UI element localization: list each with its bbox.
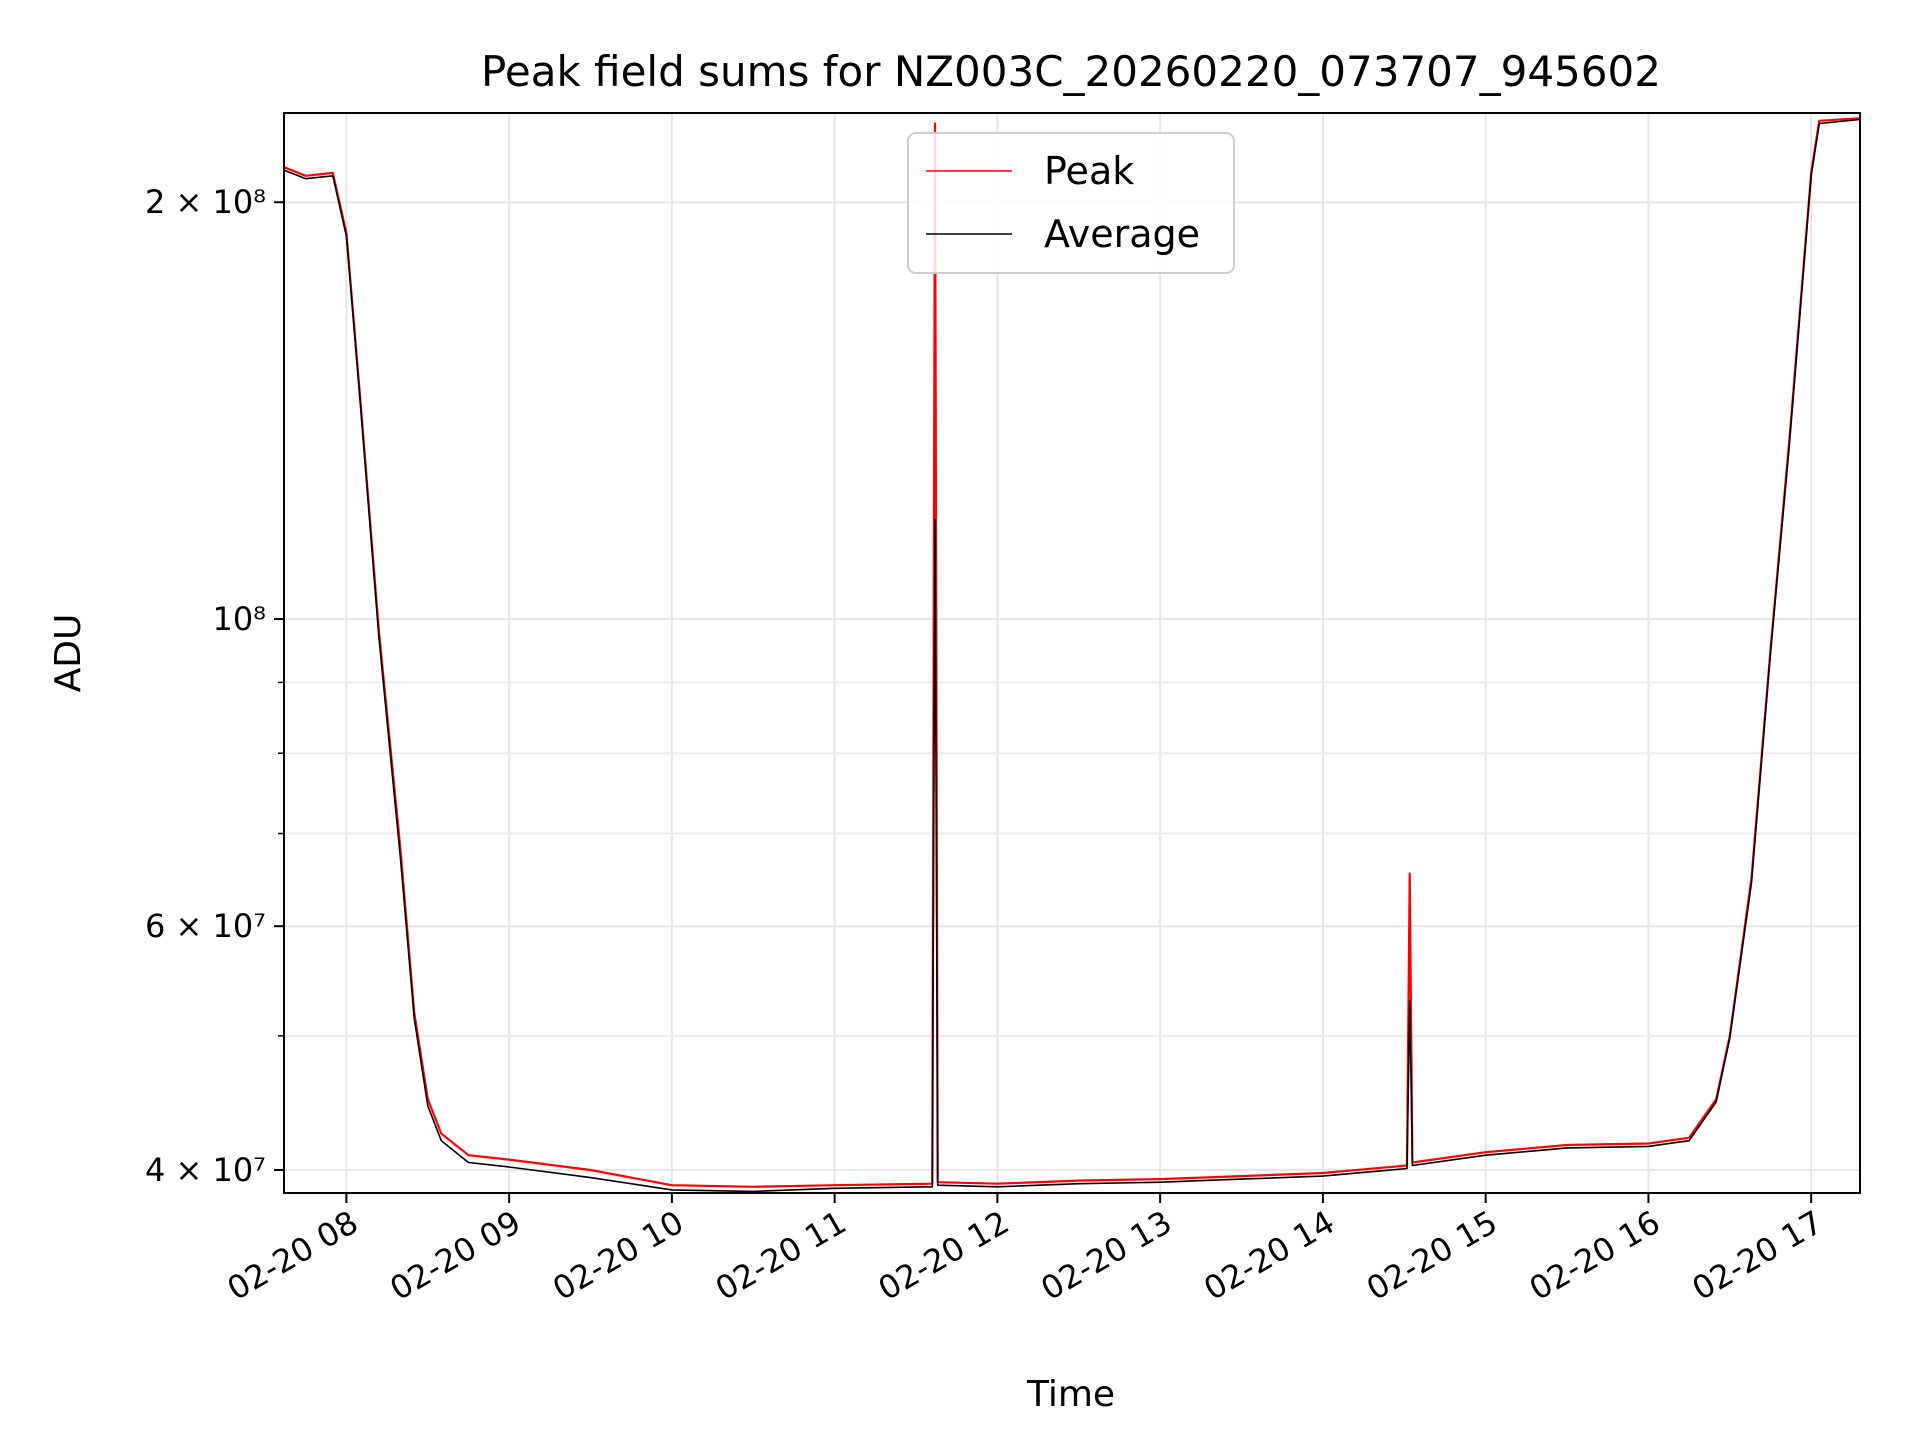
y-tick-label: 6 × 10⁷ xyxy=(145,907,266,945)
y-tick-label: 2 × 10⁸ xyxy=(145,183,266,221)
y-axis: 4 × 10⁷ 6 × 10⁷ 10⁸ 2 × 10⁸ xyxy=(145,183,284,1189)
legend: Peak Average xyxy=(907,132,1235,274)
chart-title: Peak field sums for NZ003C_20260220_0737… xyxy=(481,47,1661,96)
y-tick-label: 10⁸ xyxy=(212,600,266,638)
plot-frame xyxy=(283,112,1861,1194)
legend-box xyxy=(907,132,1235,274)
legend-peak-label: Peak xyxy=(1044,149,1134,193)
series-line-average xyxy=(283,118,1861,1193)
legend-average-label: Average xyxy=(1044,212,1200,256)
y-tick-label: 4 × 10⁷ xyxy=(145,1151,266,1189)
series-layer xyxy=(283,117,1861,1193)
x-axis-label: Time xyxy=(1026,1374,1115,1415)
y-axis-label: ADU xyxy=(48,614,89,693)
